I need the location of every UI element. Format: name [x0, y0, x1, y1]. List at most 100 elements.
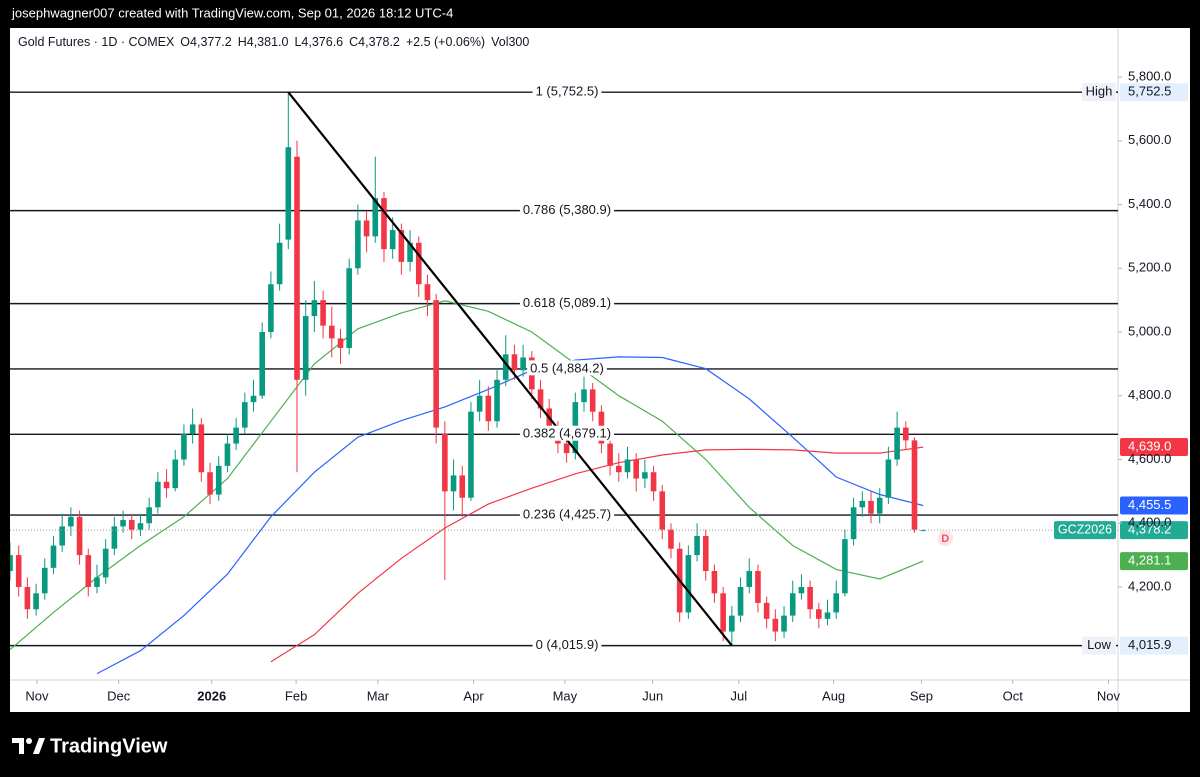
moving-average: [270, 446, 924, 663]
candle-body: [729, 615, 735, 632]
candle-body: [59, 526, 65, 546]
level-price: 5,752.5: [1128, 84, 1171, 99]
candle-body: [755, 571, 761, 603]
x-tick-label: Jul: [730, 688, 747, 703]
event-marker-label: D: [941, 533, 949, 545]
legend-item: +2.5 (+0.06%): [406, 35, 485, 49]
candle-body: [868, 500, 874, 514]
candle-body: [694, 535, 700, 556]
symbol-badge: [1054, 521, 1116, 540]
symbol: Gold Futures · 1D · COMEX: [18, 35, 175, 49]
candle-body: [685, 555, 692, 613]
y-tick-label: 5,200.0: [1128, 260, 1171, 275]
candle-body: [346, 268, 352, 348]
candle-body: [511, 354, 518, 371]
candle-body: [85, 555, 92, 587]
candle-body: [520, 357, 526, 371]
candle-body: [920, 530, 926, 532]
level-price: 4,015.9: [1128, 637, 1171, 652]
candle-body: [268, 284, 274, 333]
fib-label: 0.382 (4,679.1): [523, 426, 611, 441]
x-tick-label: Oct: [1003, 688, 1024, 703]
candle-body: [468, 411, 474, 498]
candle-body: [659, 491, 666, 530]
candle-body: [15, 555, 22, 587]
candle-body: [41, 567, 48, 594]
y-tick-label: 4,400.0: [1128, 515, 1171, 530]
fib-label-bg: [527, 360, 607, 376]
candle-body: [381, 198, 387, 250]
brand-logo: [12, 738, 45, 754]
candle-body: [450, 475, 457, 492]
x-tick-label: Sep: [910, 688, 933, 703]
candle-body: [181, 433, 187, 460]
legend-item: O4,377.2: [180, 35, 231, 49]
candle-body: [76, 516, 83, 556]
candle-body: [476, 395, 483, 412]
x-tick-label: May: [553, 688, 578, 703]
brand: TradingView: [50, 735, 168, 757]
level-name-bg: [1082, 83, 1116, 102]
legend-item: L4,376.6: [294, 35, 343, 49]
candle-body: [137, 523, 144, 530]
candle-body: [816, 609, 822, 619]
candle-body: [415, 242, 422, 285]
fib-label: 0.236 (4,425.7): [523, 506, 611, 521]
level-price-bg: [1120, 636, 1188, 655]
candle-body: [233, 427, 239, 444]
candle-body: [372, 198, 379, 237]
x-tick-label: Apr: [463, 688, 484, 703]
candle-body: [842, 539, 848, 594]
legend-item: H4,381.0: [238, 35, 289, 49]
fib-label: 0 (4,015.9): [536, 637, 599, 652]
candle-body: [189, 424, 196, 434]
candle-body: [215, 465, 222, 495]
candle-body: [24, 586, 31, 610]
candle-body: [485, 395, 492, 422]
candle-body: [537, 389, 544, 409]
x-tick-label: Nov: [1097, 688, 1121, 703]
candle-body: [502, 354, 509, 380]
x-tick-label: Dec: [107, 688, 131, 703]
legend-item: C4,378.2: [349, 35, 400, 49]
level-name: Low: [1087, 637, 1111, 652]
candle-body: [198, 424, 205, 473]
candle-body: [763, 602, 770, 619]
price-badge: [1120, 521, 1188, 540]
candle-body: [120, 520, 126, 527]
candle-body: [224, 443, 231, 466]
candle-body: [650, 472, 657, 492]
price-badge-label: 4,455.5: [1128, 497, 1171, 512]
x-tick-label: 2026: [197, 688, 226, 703]
level-name-bg: [1082, 636, 1116, 655]
x-tick-label: Aug: [822, 688, 845, 703]
fib-label-bg: [519, 506, 615, 522]
symbol-badge-label: GCZ2026: [1058, 522, 1112, 536]
candle-body: [172, 459, 179, 489]
candle-body: [589, 389, 596, 412]
candle-body: [902, 427, 909, 441]
candle-body: [389, 230, 396, 250]
candle-body: [459, 475, 466, 498]
candle-body: [702, 535, 709, 572]
candle-body: [442, 433, 448, 492]
candle-body: [320, 300, 326, 326]
candle-body: [50, 545, 57, 568]
candle-body: [807, 586, 813, 610]
candle-body: [294, 156, 300, 380]
candle-body: [894, 427, 900, 460]
candle-body: [824, 612, 831, 619]
candle-body: [581, 389, 587, 403]
credit: josephwagner007 created with TradingView…: [11, 5, 453, 20]
candle-body: [633, 459, 639, 479]
candle-body: [789, 593, 796, 616]
fib-label-bg: [519, 425, 615, 441]
fib-label-bg: [532, 83, 602, 99]
candle-body: [885, 459, 892, 498]
candle-body: [798, 586, 805, 594]
price-badge: [1120, 552, 1188, 571]
candle-body: [33, 593, 39, 610]
fib-trend-line: [287, 91, 733, 647]
candle-body: [363, 220, 370, 237]
